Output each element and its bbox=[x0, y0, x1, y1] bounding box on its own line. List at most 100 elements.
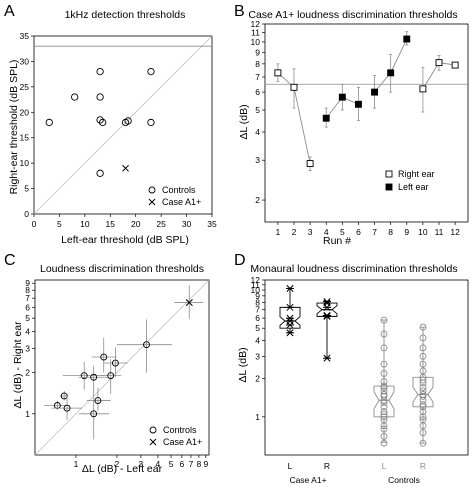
panel-a-ylabel: Right-ear threshold (dB SPL) bbox=[8, 60, 20, 195]
panel-a-xtick-label: 20 bbox=[131, 219, 141, 229]
panel-d-box-controls-r-point bbox=[419, 401, 427, 408]
panel-a-xtick-label: 5 bbox=[57, 219, 62, 229]
panel-a-title: 1kHz detection thresholds bbox=[65, 9, 186, 21]
panel-b-ytick-label: 9 bbox=[255, 47, 260, 57]
panel-b-ytick-label: 7 bbox=[255, 72, 260, 82]
panel-d-ylabel: ΔL (dB) bbox=[237, 347, 249, 382]
panel-d-box-controls-r-point bbox=[419, 439, 427, 447]
panel-c-xtick-label: 7 bbox=[189, 459, 194, 469]
panel-b-left-ear-marker bbox=[322, 114, 330, 122]
panel-c-xtick-label: 8 bbox=[196, 459, 201, 469]
panel-a-control-point bbox=[96, 67, 104, 76]
panel-a-ytick-label: 25 bbox=[20, 82, 30, 92]
panel-c-control-point bbox=[80, 372, 88, 380]
panel-b-legend-filled-square-icon bbox=[385, 183, 393, 191]
panel-c-title: Loudness discrimination thresholds bbox=[40, 263, 204, 275]
panel-c-legend-x-icon bbox=[149, 438, 157, 446]
panel-b-xtick-label: 12 bbox=[450, 227, 460, 237]
panel-b-ytick-label: 8 bbox=[255, 59, 260, 69]
panel-d-box-controls-r-point bbox=[419, 392, 427, 400]
panel-b-xtick-label: 10 bbox=[418, 227, 428, 237]
panel-a-control-point bbox=[99, 118, 107, 127]
panel-a-plot: 0 5 10 15 20 25 30 35 0 5 10 15 20 25 30 35 Controls Case… bbox=[20, 31, 217, 229]
panel-d-box-controls-l-point bbox=[380, 369, 388, 377]
panel-d-group-label-case: Case A1+ bbox=[289, 475, 326, 485]
panel-b-right-ear-marker bbox=[419, 85, 427, 93]
panel-d-title: Monaural loudness discrimination thresho… bbox=[250, 263, 457, 275]
panel-a-xtick-label: 35 bbox=[207, 219, 217, 229]
panel-d-ytick-label: 9 bbox=[255, 291, 260, 301]
panel-b-legend-left-ear: Left ear bbox=[398, 182, 429, 192]
panel-c-legend-circle-icon bbox=[149, 426, 157, 434]
panel-c-xtick-label: 9 bbox=[203, 459, 208, 469]
panel-a-legend-circle-icon bbox=[148, 186, 156, 194]
panel-d-group-label-controls: Controls bbox=[388, 475, 420, 485]
panel-b-xtick-label: 5 bbox=[340, 227, 345, 237]
panel-a-ytick-label: 20 bbox=[20, 107, 30, 117]
panel-c-xtick-label: 6 bbox=[179, 459, 184, 469]
panel-d-box-controls-r-point bbox=[419, 344, 427, 352]
panel-c-control-point bbox=[107, 372, 115, 380]
panel-d-box-controls-r-point bbox=[419, 387, 427, 395]
panel-b-title: Case A1+ loudness discrimination thresho… bbox=[248, 9, 457, 21]
panel-c-ytick-label: 8 bbox=[25, 285, 30, 295]
panel-d-ytick-label: 7 bbox=[255, 305, 260, 315]
panel-a-xtick-label: 0 bbox=[32, 219, 37, 229]
panel-d-box-controls-l-point bbox=[380, 378, 388, 385]
panel-b-right-ear-marker bbox=[306, 160, 314, 168]
panel-b-ytick-label: 2 bbox=[255, 195, 260, 205]
panel-b-left-ear-marker bbox=[371, 88, 379, 96]
panel-d-box-controls-l-point bbox=[380, 403, 388, 411]
panel-a-xtick-label: 10 bbox=[80, 219, 90, 229]
panel-b-left-ear-marker bbox=[354, 100, 362, 108]
panel-d-box-controls-l-point bbox=[380, 344, 388, 352]
panel-a-control-point bbox=[147, 67, 155, 76]
panel-c-ytick-label: 9 bbox=[25, 278, 30, 288]
panel-c-ytick-label: 4 bbox=[25, 326, 30, 336]
panel-a-control-point bbox=[45, 118, 53, 127]
panel-d-box-controls-r-point bbox=[419, 323, 427, 331]
panel-c-xtick-label: 5 bbox=[169, 459, 174, 469]
panel-d-ytick-label: 2 bbox=[255, 374, 260, 384]
panel-b-right-ear-marker bbox=[274, 69, 282, 77]
panel-a-legend-x-icon-stroke-b bbox=[148, 198, 156, 206]
panel-d-box-controls-l-point bbox=[380, 410, 388, 418]
panel-b-right-ear-marker bbox=[451, 61, 459, 69]
panel-d-box-case-r-point bbox=[323, 312, 331, 320]
panel-d-box-controls-l-point bbox=[380, 387, 388, 395]
panel-b-left-ear-marker bbox=[338, 93, 346, 101]
panel-d-ytick-label: 8 bbox=[255, 297, 260, 307]
panel-b-right-ear-marker bbox=[435, 59, 443, 67]
panel-c-control-point bbox=[90, 373, 98, 381]
panel-d-box-controls-r-point bbox=[419, 416, 427, 424]
panel-d-box-controls-l-point bbox=[380, 392, 388, 400]
panel-d-box-controls-l-point bbox=[380, 416, 388, 424]
panel-b-xtick-label: 6 bbox=[356, 227, 361, 237]
panel-d-box-controls-l-ear-label: L bbox=[382, 461, 387, 471]
panel-b-xlabel: Run # bbox=[323, 235, 351, 247]
panel-b-ytick-label: 11 bbox=[251, 28, 260, 38]
panel-c-control-point bbox=[100, 353, 108, 361]
panel-c-control-point bbox=[143, 341, 150, 349]
panel-b-xtick-label: 9 bbox=[404, 227, 409, 237]
panel-c-letter: C bbox=[4, 252, 16, 269]
panel-d-box-controls-l-point bbox=[380, 316, 388, 324]
panel-b-xtick-label: 4 bbox=[324, 227, 329, 237]
panel-c-ytick-label: 5 bbox=[25, 313, 30, 323]
panel-d-box-controls-l-point bbox=[380, 360, 388, 368]
panel-c-legend-controls: Controls bbox=[163, 425, 197, 435]
panel-b-xtick-label: 11 bbox=[435, 227, 444, 237]
panel-c-case-point bbox=[185, 299, 193, 307]
panel-d-box-case-r-point bbox=[323, 354, 331, 362]
panel-d-box-case-r bbox=[316, 298, 338, 362]
panel-c-control-point bbox=[111, 359, 119, 367]
panel-c-ylabel: ΔL (dB) - Right ear bbox=[12, 321, 24, 409]
panel-b-legend-right-ear: Right ear bbox=[398, 169, 435, 179]
panel-d-box-case-l bbox=[279, 284, 301, 337]
panel-d-box-controls-l-point bbox=[380, 413, 388, 421]
panel-a-xtick-label: 25 bbox=[156, 219, 166, 229]
panel-a-control-point bbox=[147, 118, 155, 127]
panel-d-box-controls-l bbox=[373, 316, 395, 447]
